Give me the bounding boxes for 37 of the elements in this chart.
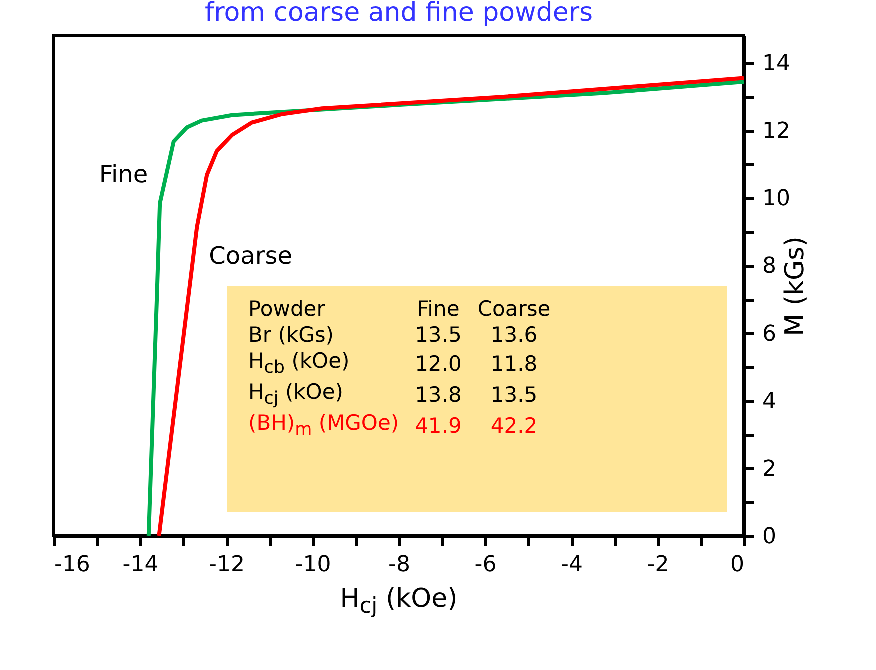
x-tick-label: -4 (561, 552, 583, 578)
y-tick-label: 6 (762, 322, 776, 347)
y-tick-label: 2 (762, 456, 776, 482)
y-tick-label: 0 (762, 524, 776, 550)
x-tick-label: 0 (730, 552, 744, 578)
y-tick-label: 14 (762, 52, 790, 77)
series-label: Coarse (209, 242, 292, 270)
annotation: Br (kGs) (248, 322, 335, 348)
y-axis-title: M (kGs) (780, 236, 810, 336)
annotation: 12.0 (414, 350, 463, 378)
x-tick-label: -6 (474, 552, 497, 578)
y-tick-label: 4 (762, 389, 776, 414)
x-tick-label: -2 (647, 552, 670, 578)
y-tick-label: 8 (762, 254, 776, 280)
x-tick-label: -12 (209, 552, 245, 578)
annotation: (BH)$_{m}$ (MGOe) (248, 410, 400, 442)
y-tick-label: 10 (762, 186, 790, 212)
annotation: 13.5 (414, 322, 463, 348)
x-tick-label: -10 (295, 552, 332, 578)
series-label: Fine (99, 160, 148, 189)
x-tick-label: -16 (54, 552, 90, 578)
annotation: H$_{cj}$ (kOe) (248, 379, 344, 410)
annotation: 13.8 (414, 382, 463, 409)
annotation: Fine (416, 296, 461, 322)
x-axis-title: H$_{cj}$ (kOe) (339, 584, 459, 620)
annotation: 41.9 (414, 412, 463, 440)
annotation: 13.6 (490, 322, 539, 348)
annotation: Powder (248, 296, 326, 322)
x-tick-label: -8 (388, 552, 410, 578)
annotation: 13.5 (490, 382, 539, 409)
x-tick-label: -14 (122, 552, 159, 578)
chart-title: from coarse and fine powders (204, 0, 594, 28)
annotation: 11.8 (490, 350, 539, 378)
annotation: Coarse (476, 296, 552, 322)
y-tick-label: 12 (762, 119, 790, 144)
annotation: H$_{cb}$ (kOe) (248, 348, 351, 380)
annotation: 42.2 (490, 412, 539, 440)
